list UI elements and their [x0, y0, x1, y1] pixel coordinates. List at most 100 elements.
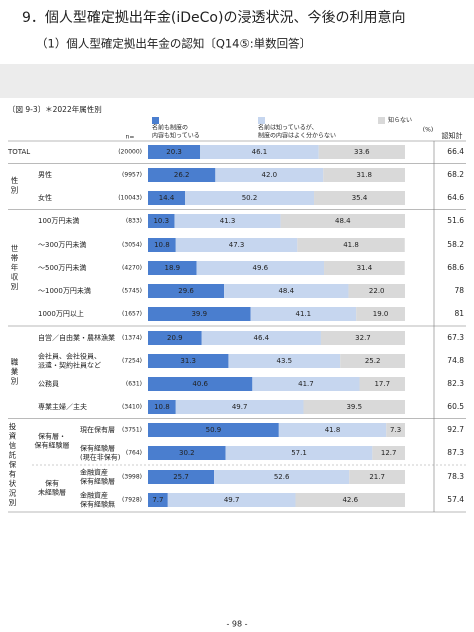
total-value: 82.3 [447, 379, 464, 388]
category-label: ～300万円未満 [38, 240, 86, 249]
value-label: 29.6 [178, 287, 194, 295]
value-label: 35.4 [352, 194, 368, 202]
bar-segment [340, 354, 405, 368]
category-label: ～1000万円未満 [38, 286, 91, 295]
bar-segment [318, 145, 405, 159]
bar-segment [175, 400, 304, 414]
n-value: (3410) [122, 404, 142, 411]
bar-segment [349, 470, 405, 484]
category-label: 会社員、会社役員、 [38, 352, 101, 361]
bar-segment [148, 377, 253, 391]
value-label: 10.8 [154, 403, 170, 411]
n-value: (764) [126, 450, 142, 457]
subgroup-label: 保有経験層 [35, 441, 70, 450]
category-label: 公務員 [38, 379, 59, 388]
category-label: ～500万円未満 [38, 263, 86, 272]
bar-segment [324, 261, 405, 275]
bar-segment [174, 214, 281, 228]
value-label: 41.3 [220, 217, 236, 225]
bar-segment [303, 400, 405, 414]
category-label: 自営／自由業・農林漁業 [38, 333, 115, 342]
bar-segment [185, 191, 315, 205]
value-label: 10.8 [154, 241, 170, 249]
n-value: (3054) [122, 242, 142, 249]
category-label: 金融資産 [80, 491, 108, 500]
bar-segment [320, 331, 405, 345]
total-value: 68.2 [447, 170, 464, 179]
value-label: 26.2 [174, 171, 190, 179]
total-value: 78 [454, 286, 464, 295]
category-label: 保有経験無 [80, 500, 115, 509]
figure-label: 〔図 9-3〕＊2022年属性別 [8, 104, 102, 114]
category-label: 金融資産 [80, 468, 108, 477]
legend-label: 名前は知っているが、 [258, 124, 318, 132]
value-label: 41.8 [325, 426, 341, 434]
subgroup-label: 保有 [45, 479, 59, 488]
value-label: 48.4 [278, 287, 294, 295]
value-label: 39.9 [191, 310, 207, 318]
category-label: 100万円未満 [38, 216, 79, 225]
value-label: 40.6 [192, 380, 208, 388]
bar-segment [250, 307, 357, 321]
bar-segment [356, 307, 405, 321]
n-value: (5745) [122, 288, 142, 295]
group-label: 性別 [10, 175, 19, 195]
value-label: 7.7 [152, 496, 163, 504]
total-value: 51.6 [447, 216, 464, 225]
bar-segment [148, 423, 279, 437]
category-label: 派遣・契約社員など [38, 361, 101, 370]
n-value: (833) [126, 218, 142, 225]
value-label: 42.6 [342, 496, 358, 504]
value-label: 52.6 [274, 473, 290, 481]
n-value: (7254) [122, 358, 142, 365]
bar-segment [148, 493, 168, 507]
bar-segment [224, 284, 349, 298]
total-value: 92.7 [447, 425, 464, 434]
value-label: 19.0 [373, 310, 389, 318]
value-label: 42.0 [262, 171, 278, 179]
legend-label: 制度の内容はよく分からない [258, 132, 336, 140]
total-value: 74.8 [447, 356, 464, 365]
value-label: 10.3 [153, 217, 169, 225]
total-value: 57.4 [447, 495, 464, 504]
n-value: (1374) [122, 335, 142, 342]
bar-segment [386, 423, 405, 437]
total-value: 60.5 [447, 402, 464, 411]
value-label: 21.7 [369, 473, 385, 481]
bar-segment [278, 423, 387, 437]
legend-swatch [258, 117, 265, 124]
n-value: (4270) [122, 265, 142, 272]
bar-segment [148, 168, 216, 182]
value-label: 47.3 [229, 241, 245, 249]
page-title: 9．個人型確定拠出年金(iDeCo)の浸透状況、今後の利用意向 [22, 9, 405, 26]
value-label: 39.5 [346, 403, 362, 411]
category-label: (現在非保有) [80, 453, 121, 462]
value-label: 49.7 [224, 496, 240, 504]
bar-segment [295, 493, 405, 507]
total-value: 78.3 [447, 472, 464, 481]
value-label: 31.8 [356, 171, 372, 179]
bar-segment [167, 493, 296, 507]
value-label: 25.7 [173, 473, 189, 481]
category-label: 専業主婦／主夫 [38, 402, 87, 411]
n-value: (10043) [118, 195, 142, 202]
bar-segment [196, 261, 325, 275]
total-value: 81 [454, 309, 464, 318]
bar-segment [314, 191, 405, 205]
bar-segment [148, 446, 226, 460]
value-label: 31.4 [357, 264, 373, 272]
bar-segment [200, 145, 319, 159]
n-value: (1657) [122, 311, 142, 318]
bar-segment [323, 168, 405, 182]
category-label: 現在保有層 [80, 425, 115, 434]
value-label: 33.6 [354, 148, 370, 156]
total-value: 87.3 [447, 448, 464, 457]
page-number: - 98 - [226, 620, 247, 629]
subgroup-label: 未経験層 [38, 488, 66, 497]
bar-segment [359, 377, 405, 391]
n-value: (7928) [122, 497, 142, 504]
value-label: 31.3 [180, 357, 196, 365]
group-label: 世帯年収別 [10, 243, 19, 292]
value-label: 32.7 [355, 334, 371, 342]
bar-segment [228, 354, 341, 368]
